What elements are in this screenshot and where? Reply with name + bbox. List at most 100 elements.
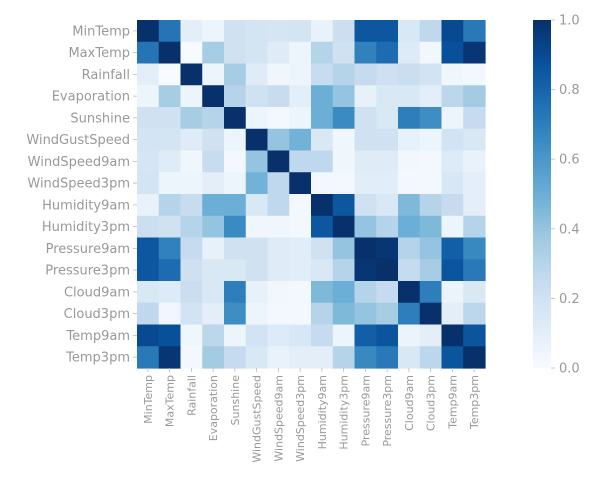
x-tick-label: Rainfall bbox=[185, 375, 198, 416]
heatmap-cell bbox=[202, 302, 225, 326]
heatmap-cell bbox=[224, 128, 247, 152]
heatmap-cell bbox=[180, 41, 203, 65]
y-tick-label: Sunshine bbox=[70, 111, 130, 126]
heatmap-cell bbox=[202, 237, 225, 260]
heatmap-cell bbox=[332, 41, 356, 65]
heatmap-cell bbox=[245, 194, 269, 217]
heatmap-cell bbox=[267, 85, 290, 108]
heatmap-cell bbox=[311, 63, 334, 86]
heatmap-cell bbox=[332, 215, 356, 239]
heatmap-cell bbox=[245, 346, 269, 369]
heatmap-cell bbox=[332, 128, 356, 152]
heatmap-cell bbox=[354, 20, 377, 43]
heatmap-cell bbox=[419, 259, 443, 282]
heatmap-cell bbox=[441, 107, 464, 130]
colorbar: 0.0 0.2 0.4 0.6 0.8 1.0 bbox=[533, 14, 580, 377]
heatmap-cell bbox=[398, 324, 421, 347]
heatmap-cell bbox=[202, 63, 225, 86]
heatmap-cell bbox=[311, 150, 334, 173]
y-tick-label: Humidity9am bbox=[42, 198, 130, 213]
heatmap-cell bbox=[354, 194, 377, 217]
heatmap-cell bbox=[463, 259, 486, 282]
heatmap-cell bbox=[419, 324, 443, 347]
heatmap-cell bbox=[332, 194, 356, 217]
heatmap-cell bbox=[180, 107, 203, 130]
heatmap-cell bbox=[289, 128, 312, 152]
heatmap-cell bbox=[180, 128, 203, 152]
y-tick-label: WindSpeed9am bbox=[28, 155, 130, 170]
heatmap-cell bbox=[180, 302, 203, 326]
heatmap-cell bbox=[245, 281, 269, 304]
heatmap-cell bbox=[441, 281, 464, 304]
heatmap-cell bbox=[245, 172, 269, 195]
heatmap-cell bbox=[376, 259, 399, 282]
y-tick-label: Pressure3pm bbox=[45, 264, 130, 279]
y-tick-label: Pressure9am bbox=[46, 242, 130, 257]
x-tick-label: Temp9am bbox=[446, 375, 459, 430]
heatmap-cell bbox=[398, 237, 421, 260]
heatmap-cell bbox=[376, 237, 399, 260]
heatmap-cell bbox=[158, 281, 182, 304]
heatmap-cell bbox=[332, 172, 356, 195]
heatmap-cell bbox=[332, 259, 356, 282]
heatmap-cell bbox=[463, 63, 486, 86]
heatmap-cell bbox=[332, 85, 356, 108]
heatmap-cell bbox=[180, 346, 203, 369]
heatmap-cell bbox=[224, 215, 247, 239]
heatmap-cell bbox=[245, 237, 269, 260]
heatmap-cell bbox=[398, 172, 421, 195]
heatmap-cell bbox=[158, 324, 182, 347]
heatmap-cell bbox=[289, 302, 312, 326]
heatmap-cell bbox=[224, 63, 247, 86]
heatmap-cell bbox=[376, 281, 399, 304]
y-tick-label: Temp3pm bbox=[65, 351, 130, 366]
heatmap-cell bbox=[245, 85, 269, 108]
heatmap-cell bbox=[202, 41, 225, 65]
heatmap-cell bbox=[463, 346, 486, 369]
heatmap-cell bbox=[441, 259, 464, 282]
y-tick-label: WindGustSpeed bbox=[26, 133, 130, 148]
heatmap-cell bbox=[245, 20, 269, 43]
heatmap-cell bbox=[158, 215, 182, 239]
heatmap-cell bbox=[224, 20, 247, 43]
heatmap-cell bbox=[267, 346, 290, 369]
heatmap-cell bbox=[398, 41, 421, 65]
heatmap-cell bbox=[137, 150, 160, 173]
colorbar-tick-label: 1.0 bbox=[559, 14, 580, 29]
heatmap-cell bbox=[245, 41, 269, 65]
heatmap-cell bbox=[398, 63, 421, 86]
heatmap-cell bbox=[441, 237, 464, 260]
heatmap-cell bbox=[354, 150, 377, 173]
heatmap-cell bbox=[441, 63, 464, 86]
colorbar-tick-label: 0.4 bbox=[559, 222, 580, 237]
heatmap-cell bbox=[245, 128, 269, 152]
heatmap-cell bbox=[267, 281, 290, 304]
heatmap-cell bbox=[463, 324, 486, 347]
y-tick-label: Rainfall bbox=[82, 68, 130, 83]
heatmap-cell bbox=[180, 259, 203, 282]
heatmap-cell bbox=[419, 85, 443, 108]
heatmap-cell bbox=[463, 41, 486, 65]
y-tick-labels: MinTemp MaxTemp Rainfall Evaporation Sunshin… bbox=[26, 24, 137, 366]
heatmap-cell bbox=[398, 215, 421, 239]
heatmap-cell bbox=[441, 150, 464, 173]
heatmap-cell bbox=[311, 324, 334, 347]
heatmap-cell bbox=[376, 324, 399, 347]
heatmap-cell bbox=[158, 85, 182, 108]
heatmap-cell bbox=[158, 107, 182, 130]
heatmap-cell bbox=[202, 281, 225, 304]
heatmap-cell bbox=[289, 85, 312, 108]
heatmap-cell bbox=[180, 324, 203, 347]
heatmap-cell bbox=[311, 302, 334, 326]
heatmap-cell bbox=[419, 346, 443, 369]
heatmap-cell bbox=[441, 194, 464, 217]
x-tick-label: WindGustSpeed bbox=[251, 375, 264, 463]
heatmap-cell bbox=[311, 346, 334, 369]
heatmap-cell bbox=[311, 281, 334, 304]
heatmap-cell bbox=[376, 20, 399, 43]
y-tick-label: Cloud3pm bbox=[64, 307, 130, 322]
heatmap-cell bbox=[158, 128, 182, 152]
heatmap-cell bbox=[267, 63, 290, 86]
heatmap-cell bbox=[180, 237, 203, 260]
heatmap-cell bbox=[180, 63, 203, 86]
